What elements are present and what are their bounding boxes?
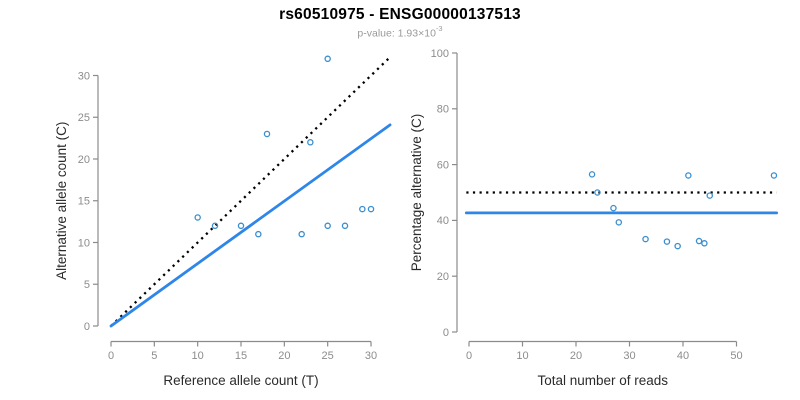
y-axis-title: Percentage alternative (C) [409,114,424,272]
x-tick-label: 10 [516,350,528,362]
data-point [674,242,681,250]
x-tick-label: 25 [322,350,334,362]
x-tick-label: 5 [151,350,157,362]
fit-line [109,123,392,328]
y-tick-label: 80 [437,104,449,116]
x-tick-label: 20 [278,350,290,362]
data-point [695,237,703,245]
y-tick-label: 20 [78,154,90,166]
y-tick-label: 5 [84,279,90,291]
y-tick-label: 0 [84,321,90,333]
right-percentage-panel: 0 20 40 60 80 100 0 10 20 30 40 50 Total number of r… [409,48,779,388]
data-point [367,205,375,213]
x-tick-label: 20 [570,350,582,362]
data-point [307,139,314,146]
p-value-text: p-value: 1.93×10 [357,27,436,40]
data-point [255,230,262,238]
data-point [263,130,271,138]
x-tick-label: 10 [192,350,204,362]
x-tick-label: 30 [623,350,635,362]
data-point [324,55,331,63]
x-tick-label: 0 [108,350,114,362]
plot-title: rs60510975 - ENSG00000137513 [279,6,521,23]
data-point [237,222,245,230]
x-tick-label: 50 [730,350,742,362]
x-axis-title: Total number of reads [537,373,668,388]
x-tick-label: 15 [235,350,247,362]
data-point [298,230,305,238]
p-value-exponent: -3 [435,24,443,33]
identity-line [110,55,392,327]
data-point [324,222,331,230]
data-point [615,219,623,226]
y-tick-label: 40 [437,215,449,227]
x-axis-title: Reference allele count (T) [163,373,318,388]
y-tick-label: 25 [78,112,90,124]
y-tick-label: 0 [443,327,449,339]
data-point [663,238,671,245]
x-tick-label: 0 [466,350,472,362]
data-point [359,205,366,213]
data-point [642,235,649,243]
data-point [610,204,617,212]
y-axis-title: Alternative allele count (C) [54,122,69,280]
data-point [685,172,692,179]
data-point [701,240,708,247]
data-point [194,214,201,221]
y-tick-label: 20 [437,271,449,283]
left-allele-count-panel: 0 5 10 15 20 25 30 0 5 10 15 20 25 30 Reference allele… [54,55,392,388]
data-point [588,171,596,178]
data-point [770,172,778,179]
y-tick-label: 100 [431,48,449,60]
p-value-subtitle: p-value: 1.93×10-3 [0,24,800,40]
y-tick-label: 15 [78,196,90,208]
data-point [706,192,714,199]
x-tick-label: 40 [677,350,689,362]
data-point [211,222,219,230]
x-tick-label: 30 [365,350,377,362]
data-point [594,189,601,196]
y-tick-label: 60 [437,159,449,171]
y-tick-label: 30 [78,70,90,82]
y-tick-label: 10 [78,237,90,249]
data-point [341,222,349,230]
